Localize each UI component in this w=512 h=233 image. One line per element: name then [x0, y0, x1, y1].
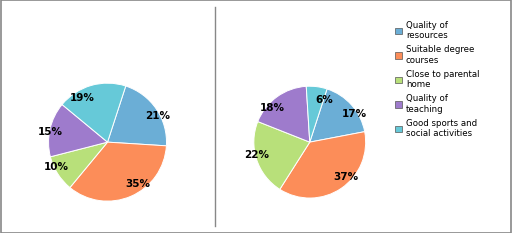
Text: 10%: 10%	[44, 162, 69, 172]
Wedge shape	[50, 142, 108, 188]
Wedge shape	[280, 132, 366, 198]
Legend: Quality of
resources, Suitable degree
courses, Close to parental
home, Quality o: Quality of resources, Suitable degree co…	[395, 21, 479, 138]
Wedge shape	[108, 86, 166, 146]
Wedge shape	[306, 86, 327, 142]
Text: 22%: 22%	[244, 150, 269, 160]
Text: 6%: 6%	[315, 95, 333, 105]
Text: 17%: 17%	[342, 109, 367, 119]
Text: 37%: 37%	[334, 172, 359, 182]
Wedge shape	[70, 142, 166, 201]
Text: 35%: 35%	[126, 179, 151, 189]
Wedge shape	[310, 89, 365, 142]
Text: 21%: 21%	[145, 111, 170, 121]
Wedge shape	[62, 83, 126, 142]
Text: 18%: 18%	[260, 103, 285, 113]
Wedge shape	[254, 122, 310, 189]
Wedge shape	[49, 105, 108, 157]
Wedge shape	[258, 86, 310, 142]
Text: 19%: 19%	[70, 93, 95, 103]
Text: 15%: 15%	[37, 127, 62, 137]
